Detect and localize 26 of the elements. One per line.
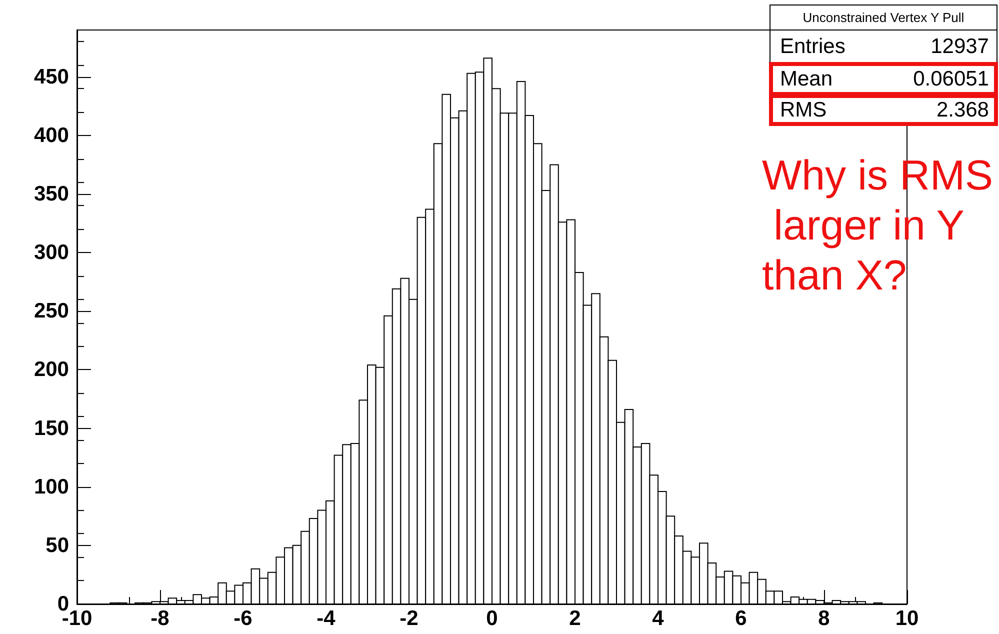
annotation: Mean xyxy=(780,68,833,90)
x-tick-label: 2 xyxy=(569,607,581,630)
text: 0.06051 xyxy=(913,68,989,90)
x-tick-label: 0 xyxy=(486,607,498,630)
x-tick-label: 10 xyxy=(895,607,919,630)
text: 12937 xyxy=(930,35,989,58)
annotation: RMS xyxy=(780,98,827,122)
chart-title: Unconstrained Vertex Y Pull xyxy=(802,10,964,25)
x-tick-label: -4 xyxy=(316,607,336,630)
y-tick-label: 450 xyxy=(34,65,69,88)
x-tick-label: -8 xyxy=(150,607,170,630)
y-tick-label: 300 xyxy=(34,241,69,264)
y-tick-label: 200 xyxy=(34,358,69,382)
x-tick-label: -6 xyxy=(234,607,252,630)
y-tick-label: 50 xyxy=(46,534,69,557)
y-tick-label: 350 xyxy=(34,182,69,206)
x-tick-label: 8 xyxy=(818,607,830,630)
x-tick-label: 6 xyxy=(735,607,747,630)
y-tick-label: 400 xyxy=(34,124,69,147)
y-tick-label: 150 xyxy=(34,416,69,440)
x-tick-label: -2 xyxy=(400,607,418,630)
y-tick-label: 100 xyxy=(34,475,69,498)
x-tick-label: 4 xyxy=(652,607,664,630)
y-tick-label: 250 xyxy=(34,300,69,323)
annotation: Entries xyxy=(780,35,846,58)
text: 2.368 xyxy=(936,98,989,122)
